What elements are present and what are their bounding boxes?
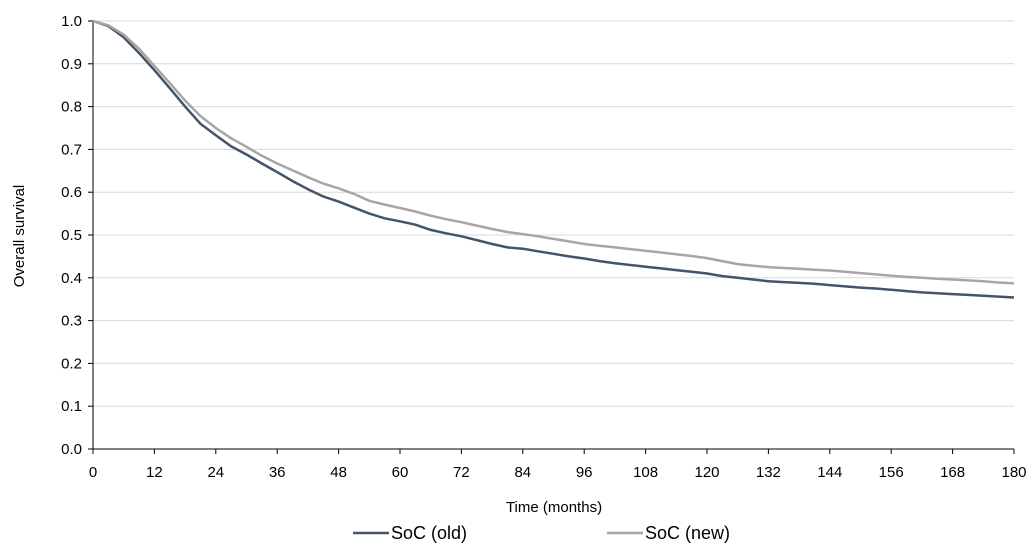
x-tick-label: 36 xyxy=(269,464,286,481)
x-tick-label: 144 xyxy=(817,464,842,481)
x-tick-label: 60 xyxy=(392,464,409,481)
y-tick-label: 0.7 xyxy=(61,141,82,158)
x-tick-label: 24 xyxy=(207,464,224,481)
x-tick-label: 48 xyxy=(330,464,347,481)
series-line-soc-old xyxy=(92,19,1015,299)
x-tick-label: 156 xyxy=(879,464,904,481)
y-tick-label: 0.0 xyxy=(61,441,82,458)
gridlines xyxy=(93,20,1014,407)
x-tick-label: 84 xyxy=(514,464,531,481)
y-tick-label: 0.3 xyxy=(61,313,82,330)
y-tick-label: 0.2 xyxy=(61,355,82,372)
legend-label-soc-old: SoC (old) xyxy=(391,523,467,543)
legend-label-soc-new: SoC (new) xyxy=(645,523,730,543)
series-lines xyxy=(92,19,1015,299)
x-tick-label: 108 xyxy=(633,464,658,481)
axes xyxy=(88,20,1015,454)
y-tick-label: 0.6 xyxy=(61,184,82,201)
x-tick-label: 72 xyxy=(453,464,470,481)
x-tick-label: 180 xyxy=(1001,464,1026,481)
y-tick-labels: 0.0 0.1 0.2 0.3 0.4 0.5 0.6 0.7 0.8 0.9 1.0 xyxy=(61,13,82,458)
y-tick-label: 0.9 xyxy=(61,56,82,73)
y-tick-label: 0.4 xyxy=(61,270,82,287)
x-tick-label: 96 xyxy=(576,464,593,481)
x-tick-label: 168 xyxy=(940,464,965,481)
y-tick-label: 1.0 xyxy=(61,13,82,30)
legend: SoC (old) SoC (new) xyxy=(353,523,730,543)
y-tick-label: 0.5 xyxy=(61,227,82,244)
x-tick-label: 120 xyxy=(694,464,719,481)
x-tick-label: 12 xyxy=(146,464,163,481)
x-tick-label: 132 xyxy=(756,464,781,481)
x-axis-title: Time (months) xyxy=(506,499,602,516)
y-tick-label: 0.1 xyxy=(61,398,82,415)
x-tick-labels: 0 12 24 36 48 60 72 84 96 108 120 132 144 156 168 180 xyxy=(89,464,1027,481)
y-axis-title: Overall survival xyxy=(11,185,28,288)
series-line-soc-new xyxy=(92,19,1015,285)
y-tick-label: 0.8 xyxy=(61,99,82,116)
x-tick-label: 0 xyxy=(89,464,97,481)
